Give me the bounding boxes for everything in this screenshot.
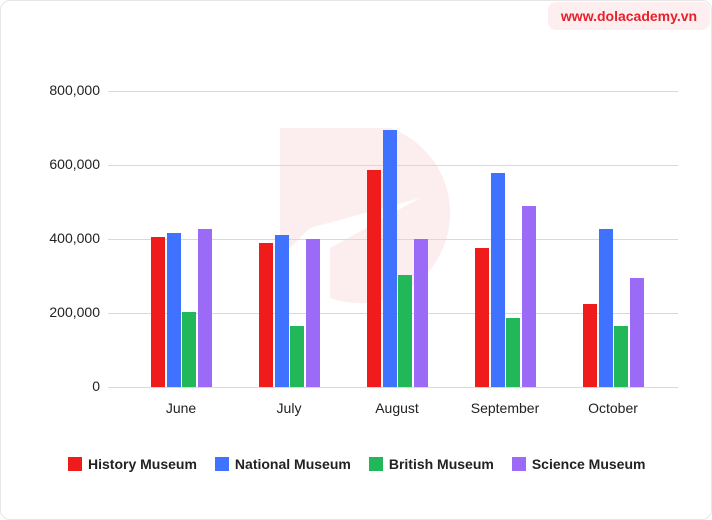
y-tick-label: 600,000 [49,156,100,172]
bar-national-museum [598,229,613,387]
legend-swatch-icon [214,457,229,471]
y-tick-label: 800,000 [49,82,100,98]
legend-label: Science Museum [531,456,646,472]
bar-british-museum [506,318,520,387]
bar-national-museum [490,173,505,387]
legend-label: History Museum [88,456,197,472]
x-tick-label: July [276,400,302,416]
legend-swatch-icon [511,457,526,471]
legend-item: National Museum [214,456,351,472]
bar-history-museum [475,247,489,387]
legend-label: British Museum [388,456,494,472]
bar-british-museum [614,325,628,387]
legend-item: British Museum [368,456,494,472]
bar-national-museum [274,234,289,387]
bar-british-museum [182,311,196,387]
bar-national-museum [166,233,181,387]
y-tick-label: 0 [92,378,100,394]
gridline [108,387,678,388]
bar-history-museum [259,243,273,387]
bar-british-museum [290,325,304,387]
bar-science-museum [305,239,320,387]
y-tick-label: 400,000 [49,230,100,246]
legend-item: Science Museum [511,456,646,472]
website-badge: www.dolacademy.vn [548,2,710,30]
bar-history-museum [367,170,381,387]
bar-british-museum [398,274,412,387]
legend-label: National Museum [234,456,351,472]
x-tick-label: June [165,400,197,416]
gridline [108,91,678,92]
bar-history-museum [583,304,597,387]
legend-swatch-icon [368,457,383,471]
bar-science-museum [413,239,428,387]
y-tick-label: 200,000 [49,304,100,320]
x-tick-label: August [375,400,419,416]
legend-swatch-icon [68,457,82,471]
bar-science-museum [197,229,212,387]
bar-national-museum [382,129,397,387]
watermark-logo-icon [280,128,451,304]
bar-history-museum [151,237,165,387]
bar-science-museum [629,277,644,387]
legend-item: History Museum [68,456,197,472]
x-tick-label: October [588,400,638,416]
bar-science-museum [521,206,536,387]
chart-legend: History Museum National Museum British Mus… [68,456,645,472]
x-tick-label: September [470,400,540,416]
